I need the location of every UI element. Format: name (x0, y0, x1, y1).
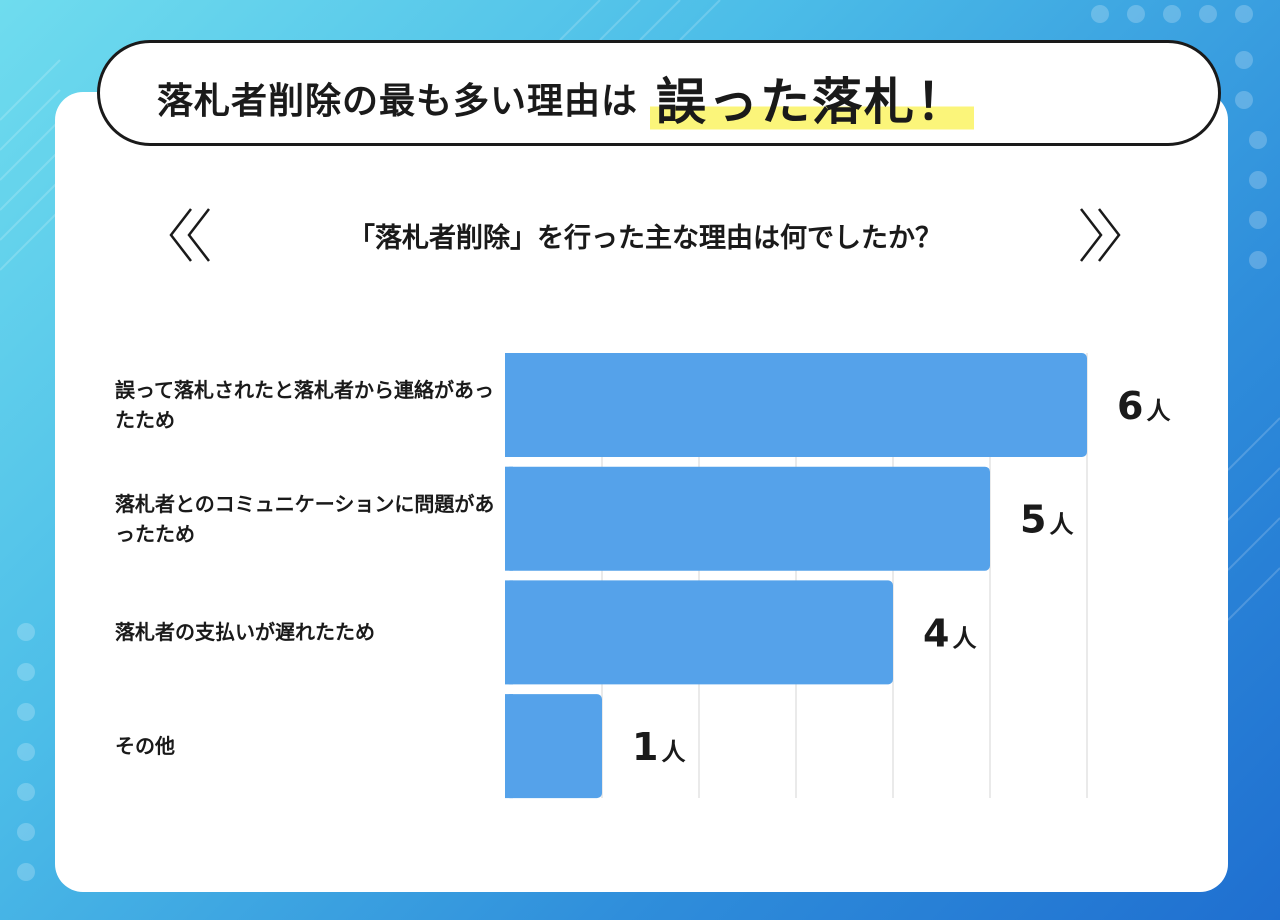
double-chevron-left-icon (169, 208, 210, 262)
double-chevron-right-icon (1080, 208, 1121, 262)
bar (505, 580, 893, 685)
bar (505, 466, 990, 571)
title-main-text: 落札者削除の最も多い理由は (157, 81, 639, 122)
bar (505, 694, 602, 799)
question-row: 「落札者削除」を行った主な理由は何でしたか？ (165, 205, 1125, 265)
category-label: その他 (115, 734, 175, 759)
category-label: 落札者とのコミュニケーションに問題があったため (115, 491, 495, 546)
page-title: 落札者削除の最も多い理由は 誤った落札！ (157, 58, 975, 138)
title-highlight-text: 誤った落札！ (650, 62, 975, 134)
category-label: 落札者の支払いが遅れたため (115, 620, 375, 645)
bar-edge (505, 466, 513, 571)
bar-edge (505, 580, 513, 685)
bar-edge (505, 353, 513, 457)
survey-question: 「落札者削除」を行った主な理由は何でしたか？ (348, 222, 942, 254)
bar-edge (505, 694, 513, 799)
bar (505, 353, 1087, 457)
category-label: 誤って落札されたと落札者から連絡があったため (115, 378, 494, 432)
